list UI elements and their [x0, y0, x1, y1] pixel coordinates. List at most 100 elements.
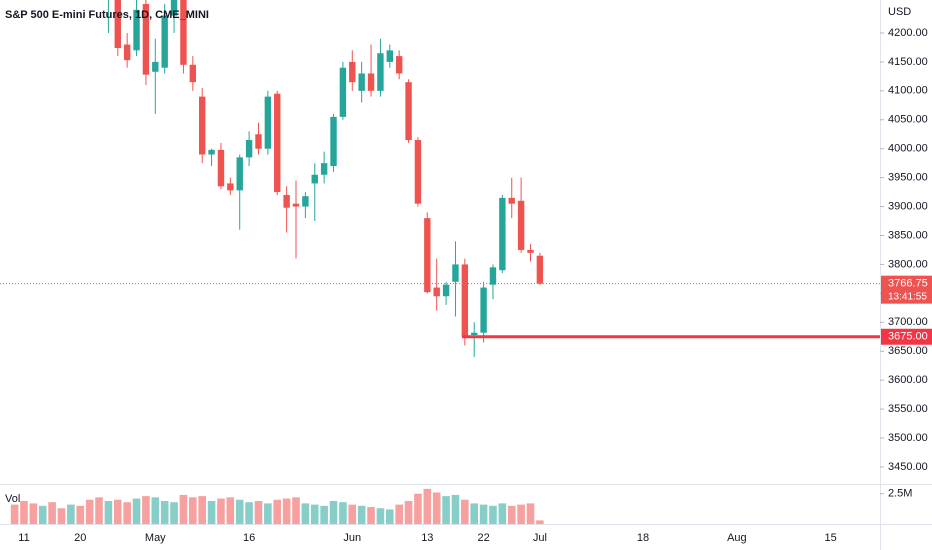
candle-body	[536, 255, 544, 284]
candle-body	[255, 134, 262, 149]
volume-label: Vol	[5, 493, 20, 505]
candle-body	[358, 73, 365, 91]
y-tick-label: 4050.00	[888, 114, 928, 126]
volume-bar	[198, 496, 206, 524]
volume-bar	[423, 488, 432, 524]
volume-bar	[498, 503, 507, 524]
volume-bar	[470, 503, 479, 524]
candle-body	[283, 194, 290, 208]
volume-bar	[207, 500, 216, 524]
last-price-label-bg	[881, 275, 932, 304]
last-price-label: 3766.75	[888, 278, 928, 290]
x-tick-label: 16	[243, 532, 255, 544]
volume-bar	[329, 500, 338, 524]
volume-bar	[451, 494, 460, 524]
volume-bar	[357, 505, 366, 524]
candle-body	[386, 50, 393, 62]
candle-body	[142, 4, 150, 75]
candle-body	[199, 96, 206, 155]
y-tick-label: 3650.00	[888, 345, 928, 357]
candle-body	[339, 67, 347, 117]
volume-bar	[113, 499, 122, 524]
volume-bar	[442, 496, 450, 524]
volume-bar	[48, 502, 56, 524]
y-tick-label: 3700.00	[888, 316, 928, 328]
candle-body	[508, 197, 515, 204]
candle-body	[424, 218, 431, 293]
volume-bar	[489, 505, 497, 524]
candle-body	[152, 61, 159, 72]
y-tick-label: 3600.00	[888, 374, 928, 386]
volume-bar	[536, 520, 544, 524]
countdown: 13:41:55	[888, 291, 927, 302]
candle-body	[480, 287, 487, 333]
volume-bar	[386, 509, 394, 524]
candle-body	[208, 149, 215, 155]
candle-body	[452, 264, 459, 282]
y-tick-label: 3500.00	[888, 432, 928, 444]
candle-body	[330, 116, 337, 167]
candle-body	[367, 73, 375, 91]
axes: 3450.00 3500.00 3550.00 3600.00 3650.00 3700.…	[18, 27, 932, 544]
volume-bar	[104, 500, 113, 524]
volume-bar	[376, 508, 385, 524]
y-tick-label: 4150.00	[888, 56, 928, 68]
volume-bar	[292, 497, 300, 524]
candle-body	[245, 140, 253, 158]
y-tick-label: 3950.00	[888, 172, 928, 184]
volume-bar	[517, 504, 525, 524]
volume-bar	[76, 505, 85, 524]
price-line-label: 3675.00	[888, 331, 928, 343]
x-tick-label: Jul	[533, 532, 547, 544]
volume-bar	[85, 499, 94, 524]
candle-body	[405, 82, 412, 141]
candle-body	[499, 197, 506, 271]
candle-body	[292, 203, 300, 207]
volume-bar	[273, 499, 282, 524]
chart-title: S&P 500 E-mini Futures, 1D, CME_MINI	[5, 9, 209, 21]
volume-bar	[526, 503, 535, 524]
volume-bar	[461, 499, 469, 524]
volume-bar	[414, 493, 422, 524]
volume-bar	[189, 497, 197, 524]
volume-bar	[179, 494, 188, 524]
x-tick-label: Aug	[727, 532, 747, 544]
y-tick-label: 3550.00	[888, 403, 928, 415]
volume-tick-label: 2.5M	[888, 488, 912, 500]
candle-body	[489, 267, 497, 285]
volume-bar	[479, 504, 488, 524]
candle-body	[471, 332, 478, 336]
x-tick-label: 20	[74, 532, 86, 544]
candle-body	[311, 174, 318, 184]
volume-bar	[95, 497, 103, 524]
y-tick-label: 3850.00	[888, 229, 928, 241]
y-tick-label: 3450.00	[888, 461, 928, 473]
candle-body	[264, 96, 272, 149]
y-tick-label: 4000.00	[888, 143, 928, 155]
candle-body	[349, 61, 356, 83]
volume-bar	[282, 498, 291, 524]
volume-bar	[29, 503, 38, 524]
volume-bar	[254, 500, 263, 524]
y-tick-label: 4100.00	[888, 85, 928, 97]
y-tick-label: 3800.00	[888, 258, 928, 270]
volume-bar	[404, 500, 413, 524]
volume-bar	[123, 502, 131, 524]
x-tick-label: 11	[18, 532, 29, 544]
volume-bar	[367, 507, 375, 524]
volume-bar	[301, 503, 310, 524]
candle-body	[170, 0, 178, 16]
candle-body	[236, 157, 243, 191]
candle-body	[442, 284, 450, 297]
candle-body	[527, 249, 534, 253]
price-line-label-bg	[881, 328, 932, 345]
volume-pane	[10, 488, 544, 524]
currency: USD	[888, 6, 911, 18]
candle-body	[274, 93, 281, 193]
volume-bar	[245, 502, 253, 524]
volume-bar	[339, 502, 347, 524]
x-tick-label: 22	[477, 532, 489, 544]
candle-body	[217, 149, 225, 187]
volume-bar	[142, 496, 150, 524]
